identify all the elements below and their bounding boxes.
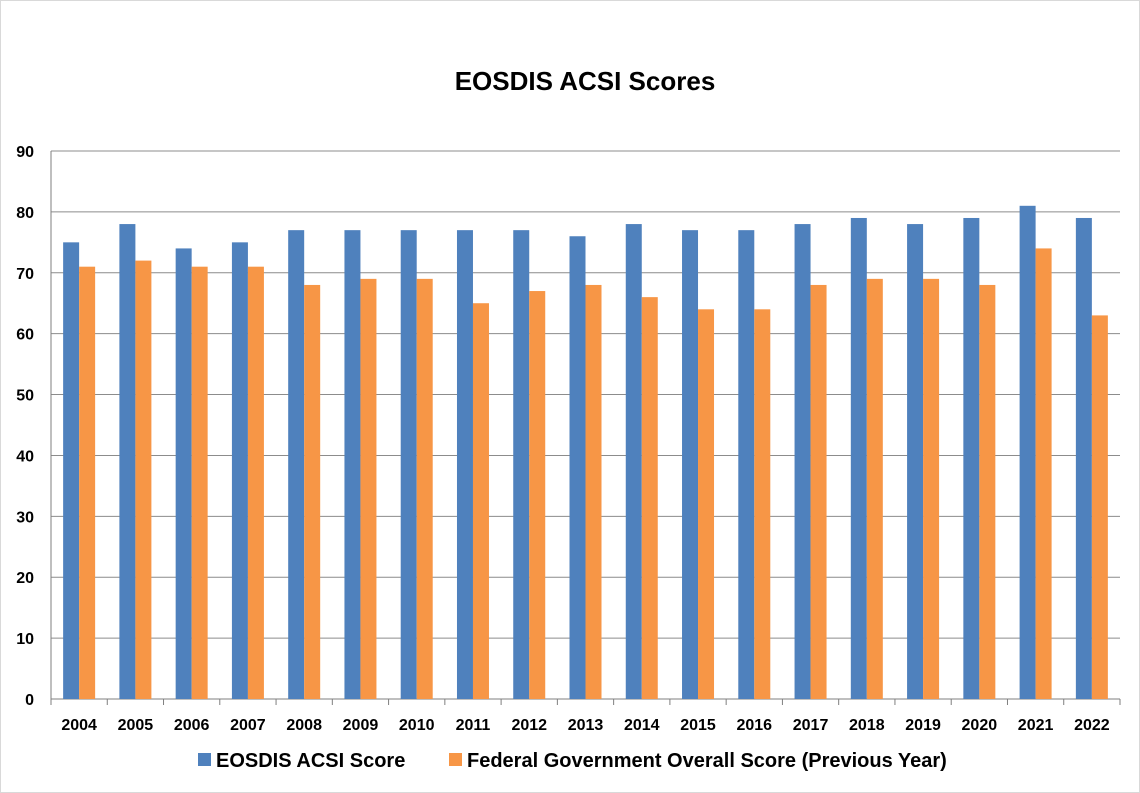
y-tick-label: 10: [16, 631, 34, 648]
y-tick-label: 50: [16, 388, 34, 405]
chart-title: EOSDIS ACSI Scores: [455, 66, 716, 96]
bar-federal-government-score: [585, 284, 602, 699]
bar-eosdis-acsi-score: [569, 236, 586, 699]
bar-eosdis-acsi-score: [625, 224, 642, 700]
legend: EOSDIS ACSI Score Federal Government Over…: [198, 750, 947, 772]
bar-federal-government-score: [698, 309, 715, 699]
bar-eosdis-acsi-score: [1075, 217, 1092, 699]
bar-federal-government-score: [754, 309, 771, 699]
x-tick-label: 2017: [793, 717, 829, 734]
bar-eosdis-acsi-score: [231, 242, 248, 700]
bars: [63, 205, 1108, 700]
legend-swatch: [198, 753, 211, 766]
bar-federal-government-score: [247, 266, 264, 699]
bar-eosdis-acsi-score: [907, 224, 924, 700]
y-tick-label: 70: [16, 266, 34, 283]
bar-federal-government-score: [641, 297, 658, 699]
bar-eosdis-acsi-score: [850, 217, 867, 699]
y-tick-label: 90: [16, 144, 34, 161]
y-tick-label: 80: [16, 205, 34, 222]
legend-label: EOSDIS ACSI Score: [216, 750, 405, 772]
bar-federal-government-score: [135, 260, 152, 699]
x-tick-label: 2012: [511, 717, 547, 734]
bar-federal-government-score: [810, 284, 827, 699]
bar-eosdis-acsi-score: [963, 217, 980, 699]
x-tick-label: 2020: [962, 717, 998, 734]
bar-eosdis-acsi-score: [1019, 205, 1036, 700]
x-tick-label: 2006: [174, 717, 210, 734]
x-tick-label: 2010: [399, 717, 435, 734]
bar-eosdis-acsi-score: [119, 224, 136, 700]
x-tick-label: 2016: [736, 717, 772, 734]
x-tick-label: 2011: [456, 717, 491, 734]
legend-swatch: [449, 753, 462, 766]
y-tick-label: 60: [16, 327, 34, 344]
x-tick-label: 2022: [1074, 717, 1110, 734]
x-tick-label: 2005: [118, 717, 154, 734]
bar-federal-government-score: [529, 291, 546, 699]
bar-federal-government-score: [360, 278, 377, 699]
axes: 0 10 20 30 40 50 60 70 80 90 2004 2005 2006 2007 2008 2…: [16, 144, 1121, 734]
bar-federal-government-score: [1091, 315, 1108, 699]
bar-federal-government-score: [472, 303, 489, 699]
bar-federal-government-score: [1035, 248, 1052, 699]
bar-federal-government-score: [416, 278, 433, 699]
bar-eosdis-acsi-score: [682, 230, 699, 699]
bar-federal-government-score: [979, 284, 996, 699]
bar-eosdis-acsi-score: [513, 230, 530, 699]
x-tick-label: 2014: [624, 717, 660, 734]
x-tick-label: 2018: [849, 717, 885, 734]
bar-eosdis-acsi-score: [63, 242, 80, 700]
bar-federal-government-score: [191, 266, 208, 699]
y-tick-label: 20: [16, 570, 34, 587]
x-tick-label: 2015: [680, 717, 716, 734]
y-tick-label: 0: [25, 692, 34, 709]
x-tick-label: 2009: [343, 717, 379, 734]
x-tick-label: 2008: [286, 717, 322, 734]
x-tick-label: 2019: [905, 717, 941, 734]
bar-federal-government-score: [923, 278, 940, 699]
y-tick-label: 40: [16, 448, 34, 465]
bar-eosdis-acsi-score: [400, 230, 417, 699]
bar-federal-government-score: [304, 284, 321, 699]
x-tick-label: 2004: [61, 717, 97, 734]
x-tick-label: 2007: [230, 717, 266, 734]
bar-eosdis-acsi-score: [288, 230, 305, 699]
legend-label: Federal Government Overall Score (Previo…: [467, 750, 947, 772]
x-tick-label: 2021: [1018, 717, 1054, 734]
bar-eosdis-acsi-score: [794, 224, 811, 700]
bar-eosdis-acsi-score: [175, 248, 192, 699]
bar-federal-government-score: [866, 278, 883, 699]
bar-eosdis-acsi-score: [456, 230, 473, 699]
bar-eosdis-acsi-score: [738, 230, 755, 699]
x-tick-label: 2013: [568, 717, 604, 734]
bar-federal-government-score: [79, 266, 96, 699]
bar-eosdis-acsi-score: [344, 230, 361, 699]
y-tick-label: 30: [16, 509, 34, 526]
